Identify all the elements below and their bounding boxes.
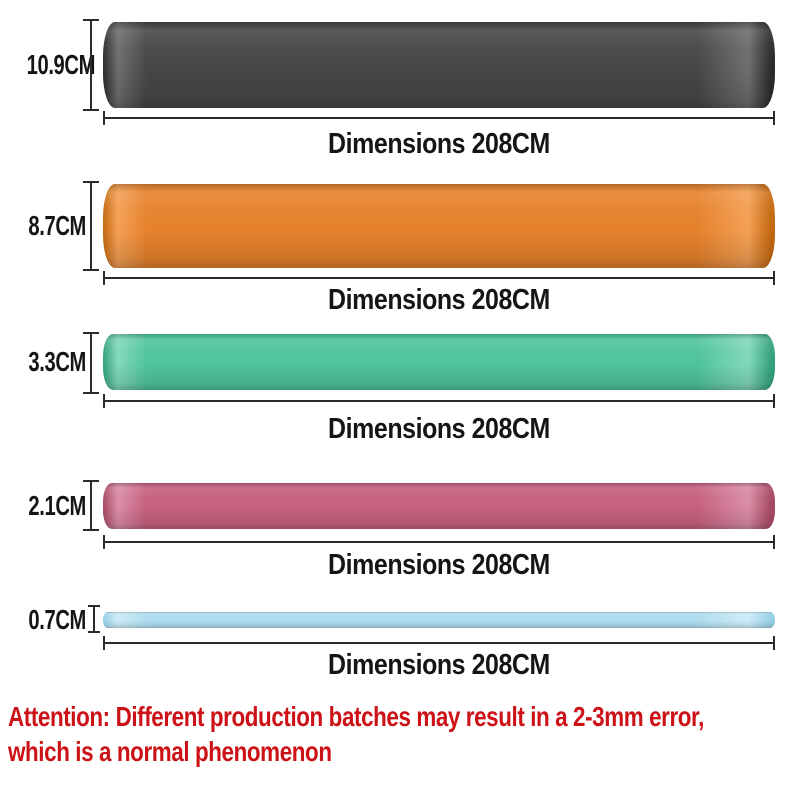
band-width-label-black: 10.9CM <box>0 51 96 79</box>
dimension-text-pink-text: Dimensions 208CM <box>328 549 550 581</box>
dimension-text-green: Dimensions 208CM <box>103 412 775 446</box>
vertical-dimension-line-pink <box>83 480 99 531</box>
dimension-text-blue-text: Dimensions 208CM <box>328 649 550 681</box>
band-blue <box>103 612 775 628</box>
horizontal-dimension-line-pink <box>103 535 775 549</box>
band-width-label-green: 3.3CM <box>0 348 86 376</box>
vertical-dimension-line-blue <box>88 605 100 633</box>
attention-note-line2: which is a normal phenomenon <box>8 736 332 767</box>
horizontal-dimension-line-orange <box>103 271 775 285</box>
horizontal-dimension-line-black <box>103 111 775 125</box>
vertical-dimension-line-green <box>83 332 99 394</box>
band-orange <box>103 184 775 268</box>
band-width-label-black-text: 10.9CM <box>26 49 96 80</box>
dimension-text-black: Dimensions 208CM <box>103 127 775 161</box>
attention-note-line1: Attention: Different production batches … <box>8 701 704 732</box>
band-width-label-blue: 0.7CM <box>0 606 86 634</box>
dimension-text-black-text: Dimensions 208CM <box>328 128 550 160</box>
dimension-text-orange-text: Dimensions 208CM <box>328 284 550 316</box>
dimension-text-blue: Dimensions 208CM <box>103 648 775 682</box>
band-green <box>103 334 775 390</box>
vertical-dimension-line-black <box>83 19 99 111</box>
band-width-label-orange: 8.7CM <box>0 212 86 240</box>
band-width-label-pink: 2.1CM <box>0 492 86 520</box>
vertical-dimension-line-orange <box>83 181 99 271</box>
band-width-label-pink-text: 2.1CM <box>28 490 86 521</box>
dimension-text-pink: Dimensions 208CM <box>103 548 775 582</box>
horizontal-dimension-line-blue <box>103 636 775 650</box>
horizontal-dimension-line-green <box>103 394 775 408</box>
band-black <box>103 22 775 108</box>
band-width-label-green-text: 3.3CM <box>28 346 86 377</box>
dimension-text-green-text: Dimensions 208CM <box>328 413 550 445</box>
band-width-label-orange-text: 8.7CM <box>28 210 86 241</box>
band-pink <box>103 483 775 529</box>
attention-note: Attention: Different production batches … <box>8 699 800 769</box>
band-width-label-blue-text: 0.7CM <box>28 604 86 635</box>
dimension-text-orange: Dimensions 208CM <box>103 283 775 317</box>
